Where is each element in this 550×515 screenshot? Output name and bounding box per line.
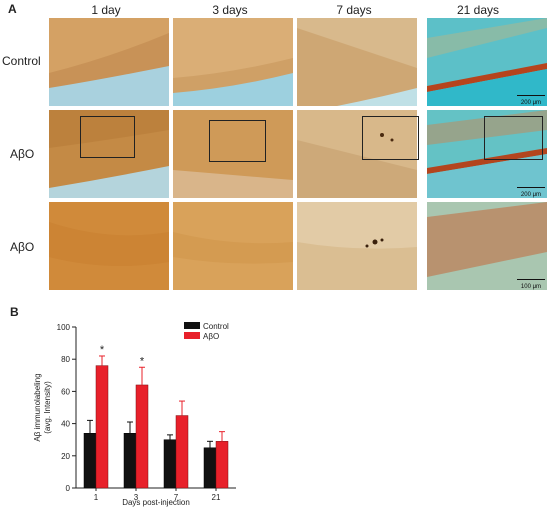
column-label-21-days: 21 days (456, 3, 500, 17)
bar-control (163, 439, 177, 489)
inset-box-abo-7-days (362, 116, 419, 160)
y-tick-label: 40 (61, 420, 70, 429)
panel-b-letter: B (10, 305, 19, 319)
bar-control (123, 433, 137, 489)
bar-abo (135, 384, 149, 489)
scale-bar-line (517, 279, 545, 280)
scale-bar-line (517, 187, 545, 188)
x-tick-label: 1 (94, 493, 99, 502)
y-tick-label: 0 (66, 484, 71, 493)
row-label-control: Control (2, 54, 41, 68)
bar-abo (175, 415, 189, 489)
micrograph-control-7-days (297, 18, 417, 106)
x-tick-label: 7 (174, 493, 179, 502)
x-axis-label: Days post-injection (122, 498, 190, 507)
legend-label-control: Control (203, 322, 229, 331)
legend-swatch-abo (184, 332, 200, 339)
column-label-1-day: 1 day (91, 3, 121, 17)
micrograph-abo-zoom-21-days (427, 202, 547, 290)
scale-bar-row-2: 200 μm (517, 182, 545, 198)
y-tick-label: 80 (61, 355, 70, 364)
scale-bar-label: 200 μm (520, 192, 542, 198)
y-tick-label: 60 (61, 387, 70, 396)
micrograph-abo-7-days (297, 110, 417, 198)
inset-box-abo-1-day (80, 116, 135, 158)
scale-bar-row-3: 100 μm (517, 274, 545, 290)
bar-control (203, 447, 217, 489)
scale-bar-label: 100 μm (520, 284, 542, 290)
legend-swatch-control (184, 322, 200, 329)
row-label-abo-zoom: AβO (10, 240, 35, 254)
scale-bar-label: 200 μm (520, 100, 542, 106)
bar-abo (215, 441, 229, 489)
bar-control (83, 433, 97, 489)
significance-marker: * (100, 344, 105, 356)
x-tick-label: 21 (212, 493, 221, 502)
micrograph-control-21-days (427, 18, 547, 106)
legend-label-abo: AβO (203, 332, 219, 341)
micrograph-abo-zoom-7-days (297, 202, 417, 290)
micrograph-abo-zoom-1-day (49, 202, 169, 290)
y-tick-label: 100 (57, 323, 71, 332)
micrograph-control-1-day (49, 18, 169, 106)
bar-abo (95, 365, 109, 489)
panel-a-letter: A (8, 2, 17, 16)
inset-box-abo-3-days (209, 120, 266, 162)
micrograph-control-3-days (173, 18, 293, 106)
y-tick-label: 20 (61, 452, 70, 461)
y-axis-label: Aβ immunolabeling(avg. Intensity) (33, 373, 52, 441)
scale-bar-row-1: 200 μm (517, 90, 545, 106)
row-label-abo: AβO (10, 147, 35, 161)
scale-bar-line (517, 95, 545, 96)
column-label-3-days: 3 days (212, 3, 248, 17)
micrograph-abo-zoom-3-days (173, 202, 293, 290)
inset-box-abo-21-days (484, 116, 543, 160)
significance-marker: * (140, 355, 145, 367)
micrograph-abo-3-days (173, 110, 293, 198)
micrograph-abo-1-day (49, 110, 169, 198)
x-tick-label: 3 (134, 493, 139, 502)
column-label-7-days: 7 days (336, 3, 372, 17)
